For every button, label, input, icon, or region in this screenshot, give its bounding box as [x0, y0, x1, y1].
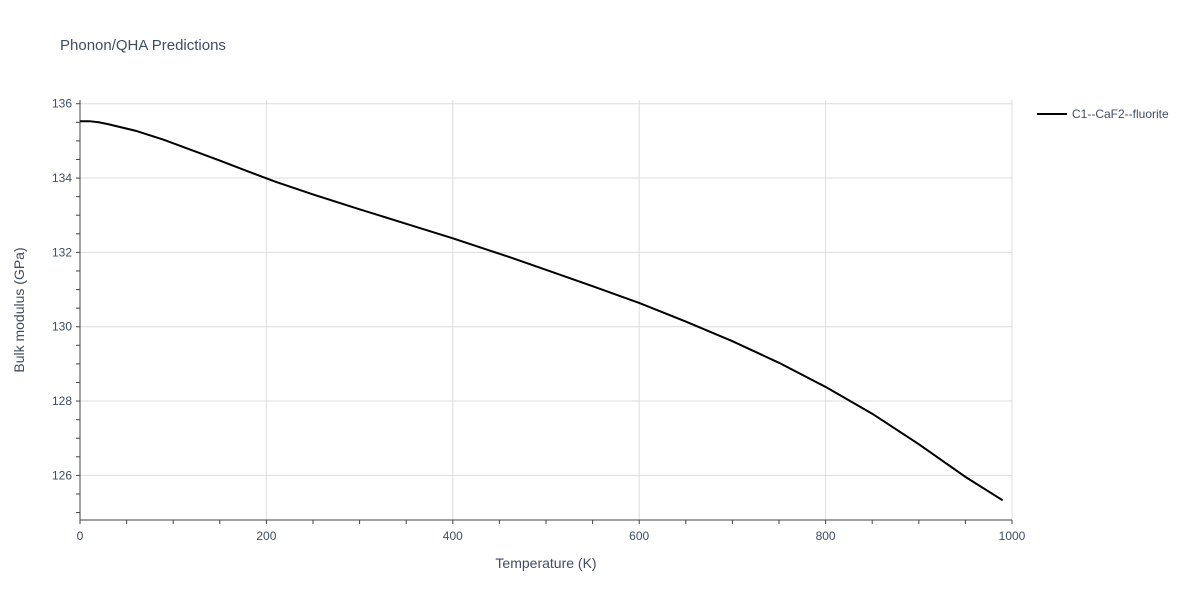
x-tick-label: 0 [77, 529, 84, 543]
legend[interactable]: C1--CaF2--fluorite [1037, 107, 1169, 121]
y-tick-label: 130 [52, 320, 72, 334]
series-line[interactable] [80, 120, 1004, 502]
y-tick-label: 128 [52, 394, 72, 408]
x-tick-label: 1000 [999, 529, 1026, 543]
y-tick-label: 132 [52, 245, 72, 259]
y-axis-title: Bulk modulus (GPa) [11, 247, 27, 372]
chart-title: Phonon/QHA Predictions [60, 37, 226, 54]
x-tick-label: 600 [629, 529, 649, 543]
x-axis-title: Temperature (K) [495, 555, 596, 571]
axes-layer: 0 200 400 600 800 1000 126 128 130 132 134 136 [52, 97, 1026, 543]
y-tick-label: 136 [52, 97, 72, 111]
grid-layer [80, 100, 1013, 520]
x-tick-label: 400 [443, 529, 463, 543]
y-tick-label: 126 [52, 468, 72, 482]
x-tick-label: 800 [816, 529, 836, 543]
y-tick-label: 134 [52, 171, 72, 185]
legend-label: C1--CaF2--fluorite [1072, 107, 1169, 121]
x-tick-label: 200 [256, 529, 276, 543]
series-layer [80, 120, 1004, 502]
